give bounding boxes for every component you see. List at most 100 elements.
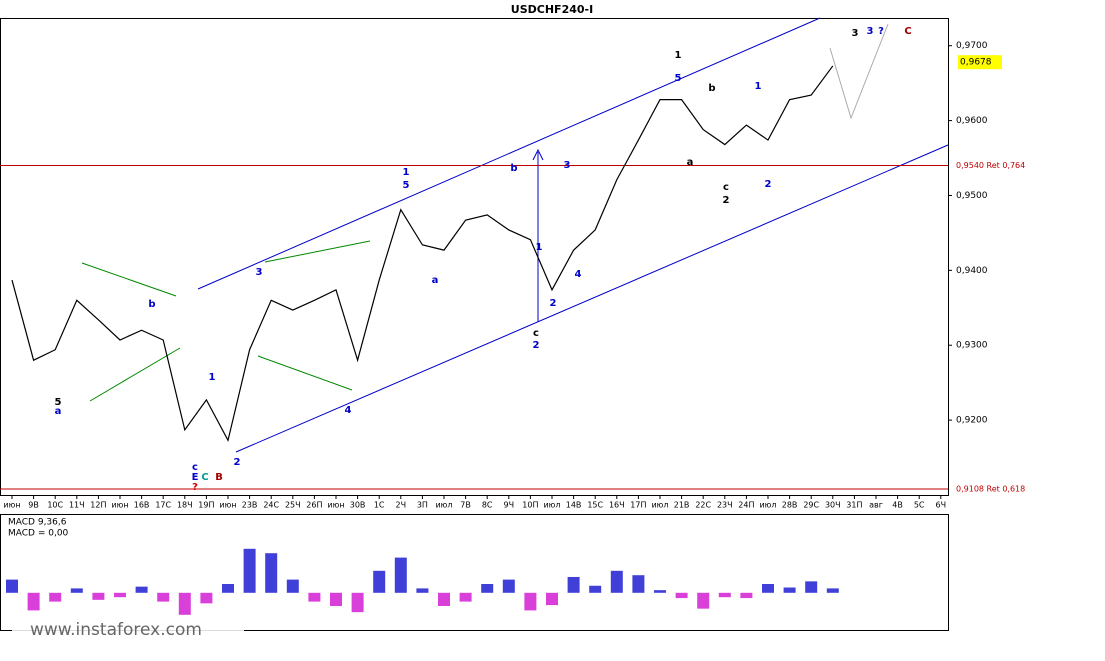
macd-title: MACD 9,36,6 [8,518,67,528]
x-tick-label: 23Ч [717,501,733,510]
x-tick-label: июн [219,501,236,510]
x-tick-label: 18Ч [177,501,193,510]
macd-bar [654,590,666,593]
x-tick-label: 15С [587,501,603,510]
x-tick-label: июл [543,501,560,510]
wave-label: b [148,299,155,310]
y-tick-label: 0,9600 [956,116,988,126]
macd-bar [783,587,796,593]
x-tick-label: 28В [782,501,798,510]
macd-bar [6,579,18,593]
macd-bar [546,592,558,606]
x-tick-label: 8С [482,501,493,510]
x-tick-label: 2Ч [396,501,407,510]
x-tick-label: июн [3,501,20,510]
price-line [11,65,834,443]
macd-bar [740,592,753,599]
x-tick-label: 10П [522,501,538,510]
macd-bar [178,592,191,615]
last-price: 0,9678 [960,58,992,68]
arrow-head [532,148,544,161]
watermark-box [12,615,244,645]
chart-title: USDCHF240-I [511,3,593,16]
x-tick-label: 16Ч [609,501,625,510]
macd-bar [610,570,623,593]
wave-label: 2 [723,195,730,206]
x-tick-label: 16В [134,501,150,510]
macd-bar [589,585,602,593]
macd-bar [200,592,213,604]
y-tick-label: 0,9700 [956,41,988,51]
trend-line [89,347,181,402]
macd-bar [135,586,148,593]
x-tick-label: июл [435,501,452,510]
x-tick-label: июн [327,501,344,510]
wave-label: 2 [550,298,557,309]
macd-bar [265,553,278,593]
macd-bar [438,592,450,606]
macd-bar [502,579,515,593]
x-tick-label: июл [651,501,668,510]
macd-bar [718,592,731,598]
wave-label: 2 [234,457,241,468]
macd-bar [394,557,407,593]
projection [829,23,889,120]
x-tick-label: 21В [674,501,690,510]
wave-label: c [723,182,729,193]
x-tick-label: 4В [892,501,903,510]
wave-label: ? [878,26,884,37]
x-tick-label: 26П [306,501,322,510]
macd-bar [157,592,170,602]
level-label: 0,9108 Ret 0,618 [956,485,1025,494]
wave-label: ? [192,482,198,493]
wave-label: 5 [403,180,410,191]
wave-label: 5 [55,397,62,408]
trend-line [264,240,371,263]
x-tick-label: 9В [28,501,39,510]
x-tick-label: 17П [630,501,646,510]
wave-label: c [192,462,198,473]
x-tick-label: 24С [263,501,279,510]
wave-label: 2 [533,340,540,351]
wave-label: 1 [403,167,410,178]
macd-bar [373,570,386,593]
x-tick-label: 31П [846,501,862,510]
macd-bar [222,584,234,593]
wave-label: 4 [345,405,352,416]
macd-bar [567,576,580,593]
x-tick-label: 3П [417,501,428,510]
trend-line [81,262,177,297]
macd-frame [0,514,949,631]
trend-line [257,355,353,391]
x-tick-label: 30Ч [825,501,841,510]
x-tick-label: 6Ч [936,501,947,510]
wave-label: 3 [867,26,874,37]
macd-bar [675,592,688,599]
wave-label: B [215,472,223,483]
wave-label: E [192,472,199,483]
wave-label: 3 [256,267,263,278]
wave-label: 1 [755,81,762,92]
x-tick-label: 24П [738,501,754,510]
wave-label: 1 [209,372,216,383]
macd-bar [632,575,645,593]
wave-label: a [687,157,694,168]
wave-label: a [55,406,62,417]
x-tick-label: 7В [460,501,471,510]
y-tick-label: 0,9300 [956,341,988,351]
macd-bar [805,581,818,593]
wave-label: 3 [852,28,859,39]
x-tick-label: 23В [242,501,258,510]
macd-bar [114,592,126,598]
x-tick-label: 29С [803,501,819,510]
macd-bar [92,592,105,600]
x-tick-label: авг [869,501,883,510]
watermark: www.instaforex.com [30,620,202,640]
macd-bar [308,592,321,602]
wave-label: 5 [675,73,682,84]
wave-label: 4 [575,269,582,280]
last-price-box [958,55,1002,70]
macd-bar [524,592,537,611]
x-tick-label: 19П [198,501,214,510]
